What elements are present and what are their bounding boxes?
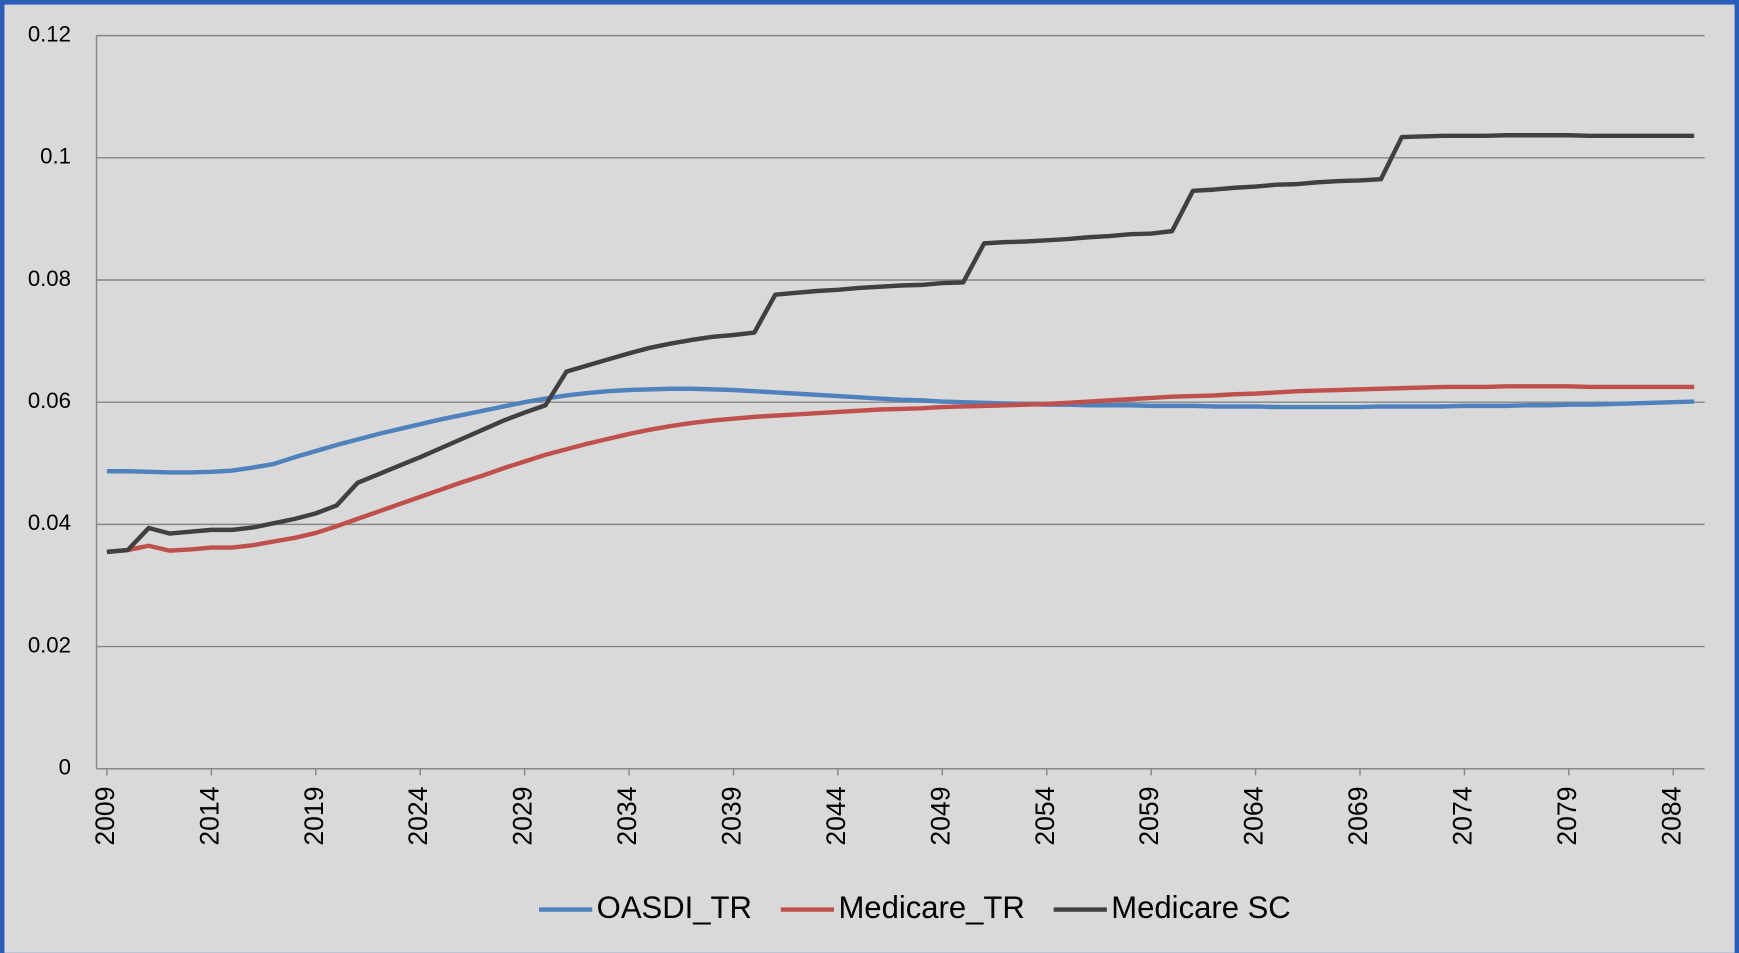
chart-background <box>4 4 1735 953</box>
x-tick-label: 2054 <box>1030 786 1060 845</box>
y-tick-label: 0.04 <box>28 510 71 535</box>
x-tick-label: 2084 <box>1656 786 1686 845</box>
series-line <box>106 133 1695 555</box>
y-tick-label: 0 <box>59 755 71 780</box>
series-line <box>106 386 1695 475</box>
x-tick-label: 2079 <box>1552 786 1582 845</box>
legend-label: Medicare_TR <box>838 890 1024 925</box>
series-line <box>106 384 1695 555</box>
x-tick-label: 2014 <box>194 786 224 845</box>
x-tick-label: 2009 <box>90 786 120 845</box>
y-tick-label: 0.02 <box>28 632 71 657</box>
x-tick-label: 2044 <box>821 786 851 845</box>
y-tick-label: 0.1 <box>40 144 71 169</box>
x-tick-label: 2069 <box>1343 786 1373 845</box>
x-tick-label: 2059 <box>1134 786 1164 845</box>
y-tick-label: 0.06 <box>28 388 71 413</box>
x-tick-label: 2034 <box>612 786 642 845</box>
legend-label: OASDI_TR <box>597 890 752 925</box>
x-tick-label: 2039 <box>717 786 747 845</box>
x-tick-label: 2049 <box>925 786 955 845</box>
x-tick-label: 2074 <box>1447 786 1477 845</box>
y-tick-label: 0.12 <box>28 22 71 47</box>
x-tick-label: 2024 <box>403 786 433 845</box>
x-tick-label: 2064 <box>1239 786 1269 845</box>
legend-label: Medicare SC <box>1111 890 1290 925</box>
x-tick-label: 2029 <box>508 786 538 845</box>
x-tick-label: 2019 <box>299 786 329 845</box>
y-tick-label: 0.08 <box>28 266 71 291</box>
